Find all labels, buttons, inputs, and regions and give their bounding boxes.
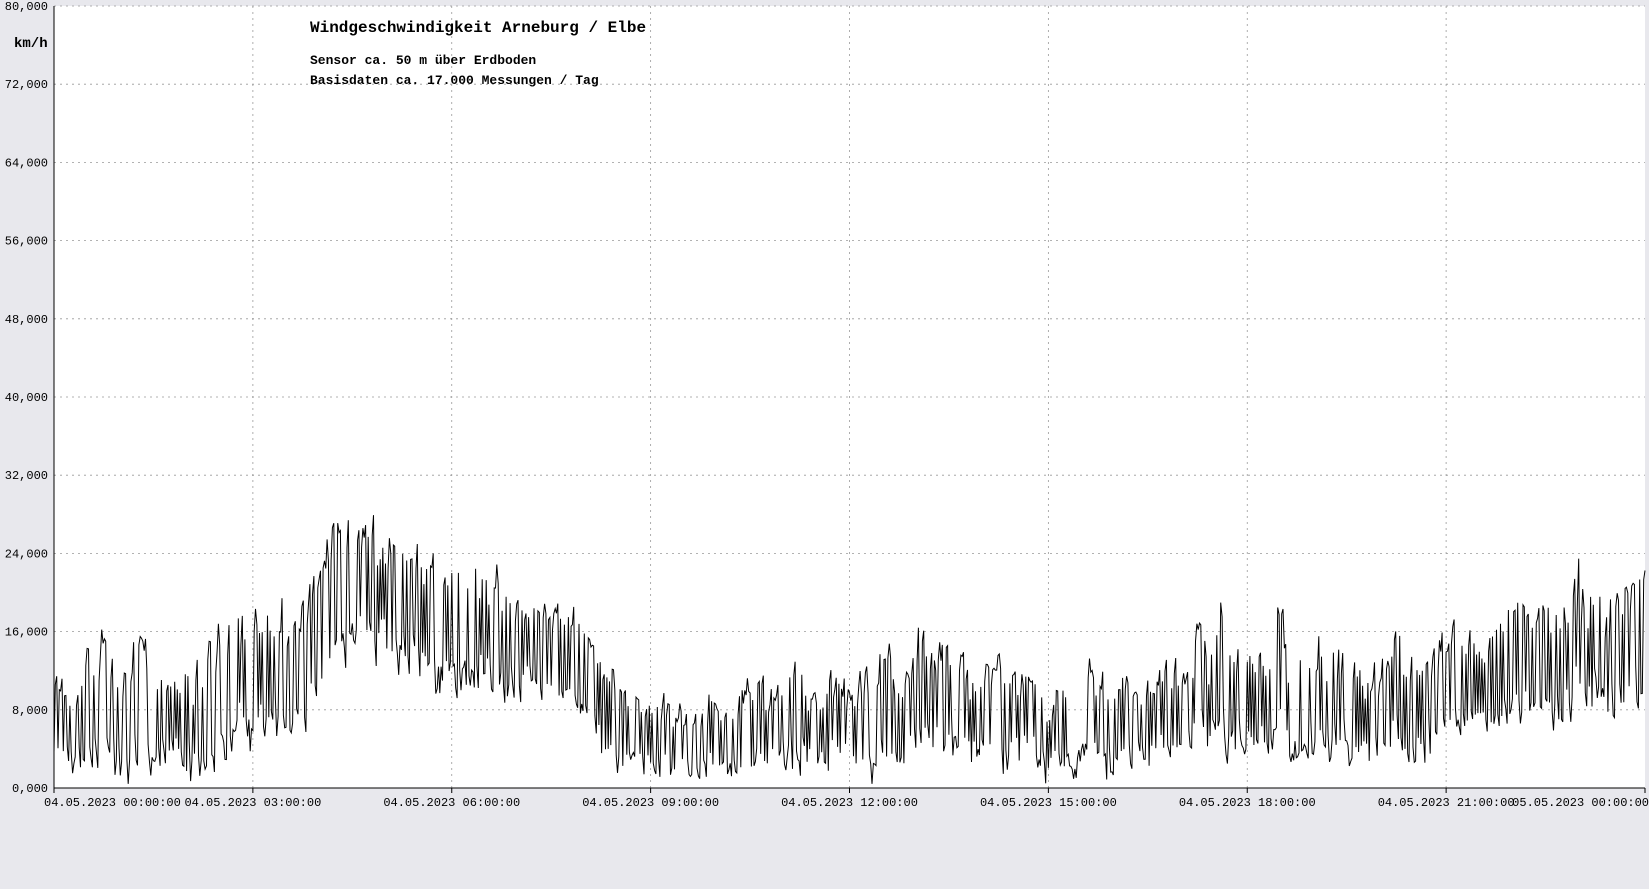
x-tick-label: 04.05.2023 15:00:00 (980, 796, 1117, 810)
x-tick-label: 04.05.2023 00:00:00 (44, 796, 181, 810)
x-tick-label: 04.05.2023 12:00:00 (781, 796, 918, 810)
y-tick-label: 32,000 (5, 469, 48, 483)
wind-speed-chart: 0,000 8,000 16,000 24,000 32,000 40,000 48,000… (0, 0, 1649, 889)
y-tick-label: 8,000 (12, 704, 48, 718)
x-tick-label: 04.05.2023 18:00:00 (1179, 796, 1316, 810)
chart-subtitle-1: Sensor ca. 50 m über Erdboden (310, 53, 536, 68)
chart-title: Windgeschwindigkeit Arneburg / Elbe (310, 19, 646, 37)
x-tick-label: 04.05.2023 21:00:00 (1378, 796, 1515, 810)
chart-container: 0,000 8,000 16,000 24,000 32,000 40,000 48,000… (0, 0, 1649, 889)
y-axis-label: km/h (14, 36, 48, 52)
y-tick-label: 48,000 (5, 313, 48, 327)
y-tick-label: 64,000 (5, 156, 48, 170)
y-tick-labels: 0,000 8,000 16,000 24,000 32,000 40,000 48,000… (5, 0, 48, 796)
y-tick-label: 0,000 (12, 782, 48, 796)
y-tick-label: 16,000 (5, 626, 48, 640)
x-tick-label: 04.05.2023 09:00:00 (582, 796, 719, 810)
y-tick-label: 72,000 (5, 78, 48, 92)
chart-subtitle-2: Basisdaten ca. 17.000 Messungen / Tag (310, 73, 599, 88)
y-tick-label: 24,000 (5, 547, 48, 561)
x-tick-label: 04.05.2023 03:00:00 (184, 796, 321, 810)
y-tick-label: 56,000 (5, 235, 48, 249)
y-tick-label: 80,000 (5, 0, 48, 14)
x-tick-label: 04.05.2023 06:00:00 (383, 796, 520, 810)
x-tick-labels: 04.05.2023 00:00:0004.05.2023 03:00:00 04… (44, 796, 1649, 810)
y-tick-label: 40,000 (5, 391, 48, 405)
x-tick-label: 05.05.2023 00:00:00 (1512, 796, 1649, 810)
